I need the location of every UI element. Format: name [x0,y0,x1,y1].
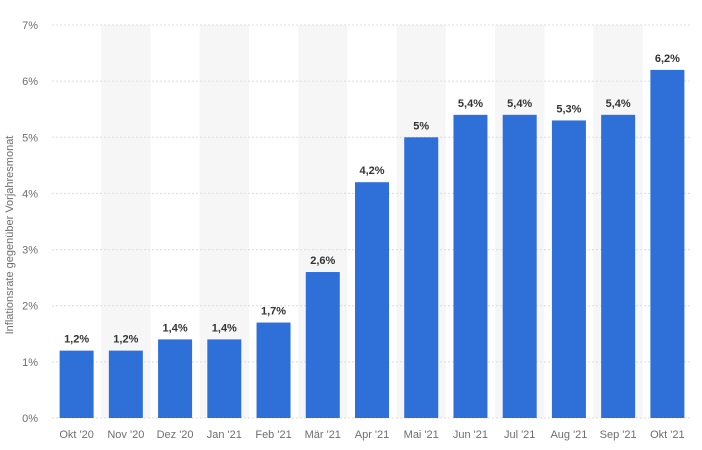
data-label: 5,4% [507,98,532,110]
data-label: 1,2% [113,334,138,346]
y-tick-label: 1% [22,357,38,369]
x-tick-label: Jun '21 [453,429,488,441]
x-tick-label: Okt '20 [59,429,94,441]
bar[interactable] [453,114,488,418]
bar[interactable] [207,339,242,418]
bar[interactable] [650,69,685,419]
x-tick-label: Jan '21 [207,429,242,441]
bar[interactable] [502,114,537,418]
x-tick-label: Nov '20 [107,429,144,441]
data-label: 1,7% [261,306,286,318]
y-tick-label: 0% [22,413,38,425]
y-tick-label: 2% [22,301,38,313]
y-tick-label: 3% [22,245,38,257]
y-tick-label: 7% [22,20,38,32]
x-tick-label: Feb '21 [255,429,291,441]
data-label: 4,2% [359,165,384,177]
x-tick-label: Dez '20 [157,429,194,441]
bar[interactable] [256,322,291,418]
x-tick-label: Okt '21 [650,429,685,441]
x-tick-label: Aug '21 [550,429,587,441]
data-label: 5,4% [606,98,631,110]
data-label: 5,3% [556,103,581,115]
bars [59,69,685,419]
bar[interactable] [59,350,94,418]
data-label: 5,4% [458,98,483,110]
y-axis-title: Inflationsrate gegenüber Vorjahresmonat [4,136,16,335]
y-tick-label: 6% [22,76,38,88]
data-labels: 1,2% 1,2% 1,4% 1,4% 1,7% 2,6% 4,2% 5% 5,4% 5,4% 5,… [64,53,680,346]
y-tick-label: 5% [22,132,38,144]
bar[interactable] [551,120,586,418]
x-tick-label: Sep '21 [600,429,637,441]
bar[interactable] [601,114,636,418]
data-label: 5% [413,120,429,132]
data-label: 6,2% [655,53,680,65]
bar[interactable] [404,137,439,419]
bar[interactable] [305,272,340,418]
x-axis-ticks: Okt '20 Nov '20 Dez '20 Jan '21 Feb '21 Mär '… [59,429,684,441]
y-tick-label: 4% [22,188,38,200]
x-tick-label: Mai '21 [404,429,439,441]
x-tick-label: Mär '21 [305,429,341,441]
data-label: 1,2% [64,334,89,346]
bar[interactable] [108,350,143,418]
x-tick-label: Apr '21 [355,429,390,441]
bar[interactable] [355,182,389,418]
data-label: 2,6% [310,255,335,267]
x-tick-label: Jul '21 [504,429,535,441]
bar[interactable] [158,339,193,418]
data-label: 1,4% [163,322,188,334]
y-axis-ticks: 0% 1% 2% 3% 4% 5% 6% 7% [22,20,38,425]
data-label: 1,4% [212,322,237,334]
